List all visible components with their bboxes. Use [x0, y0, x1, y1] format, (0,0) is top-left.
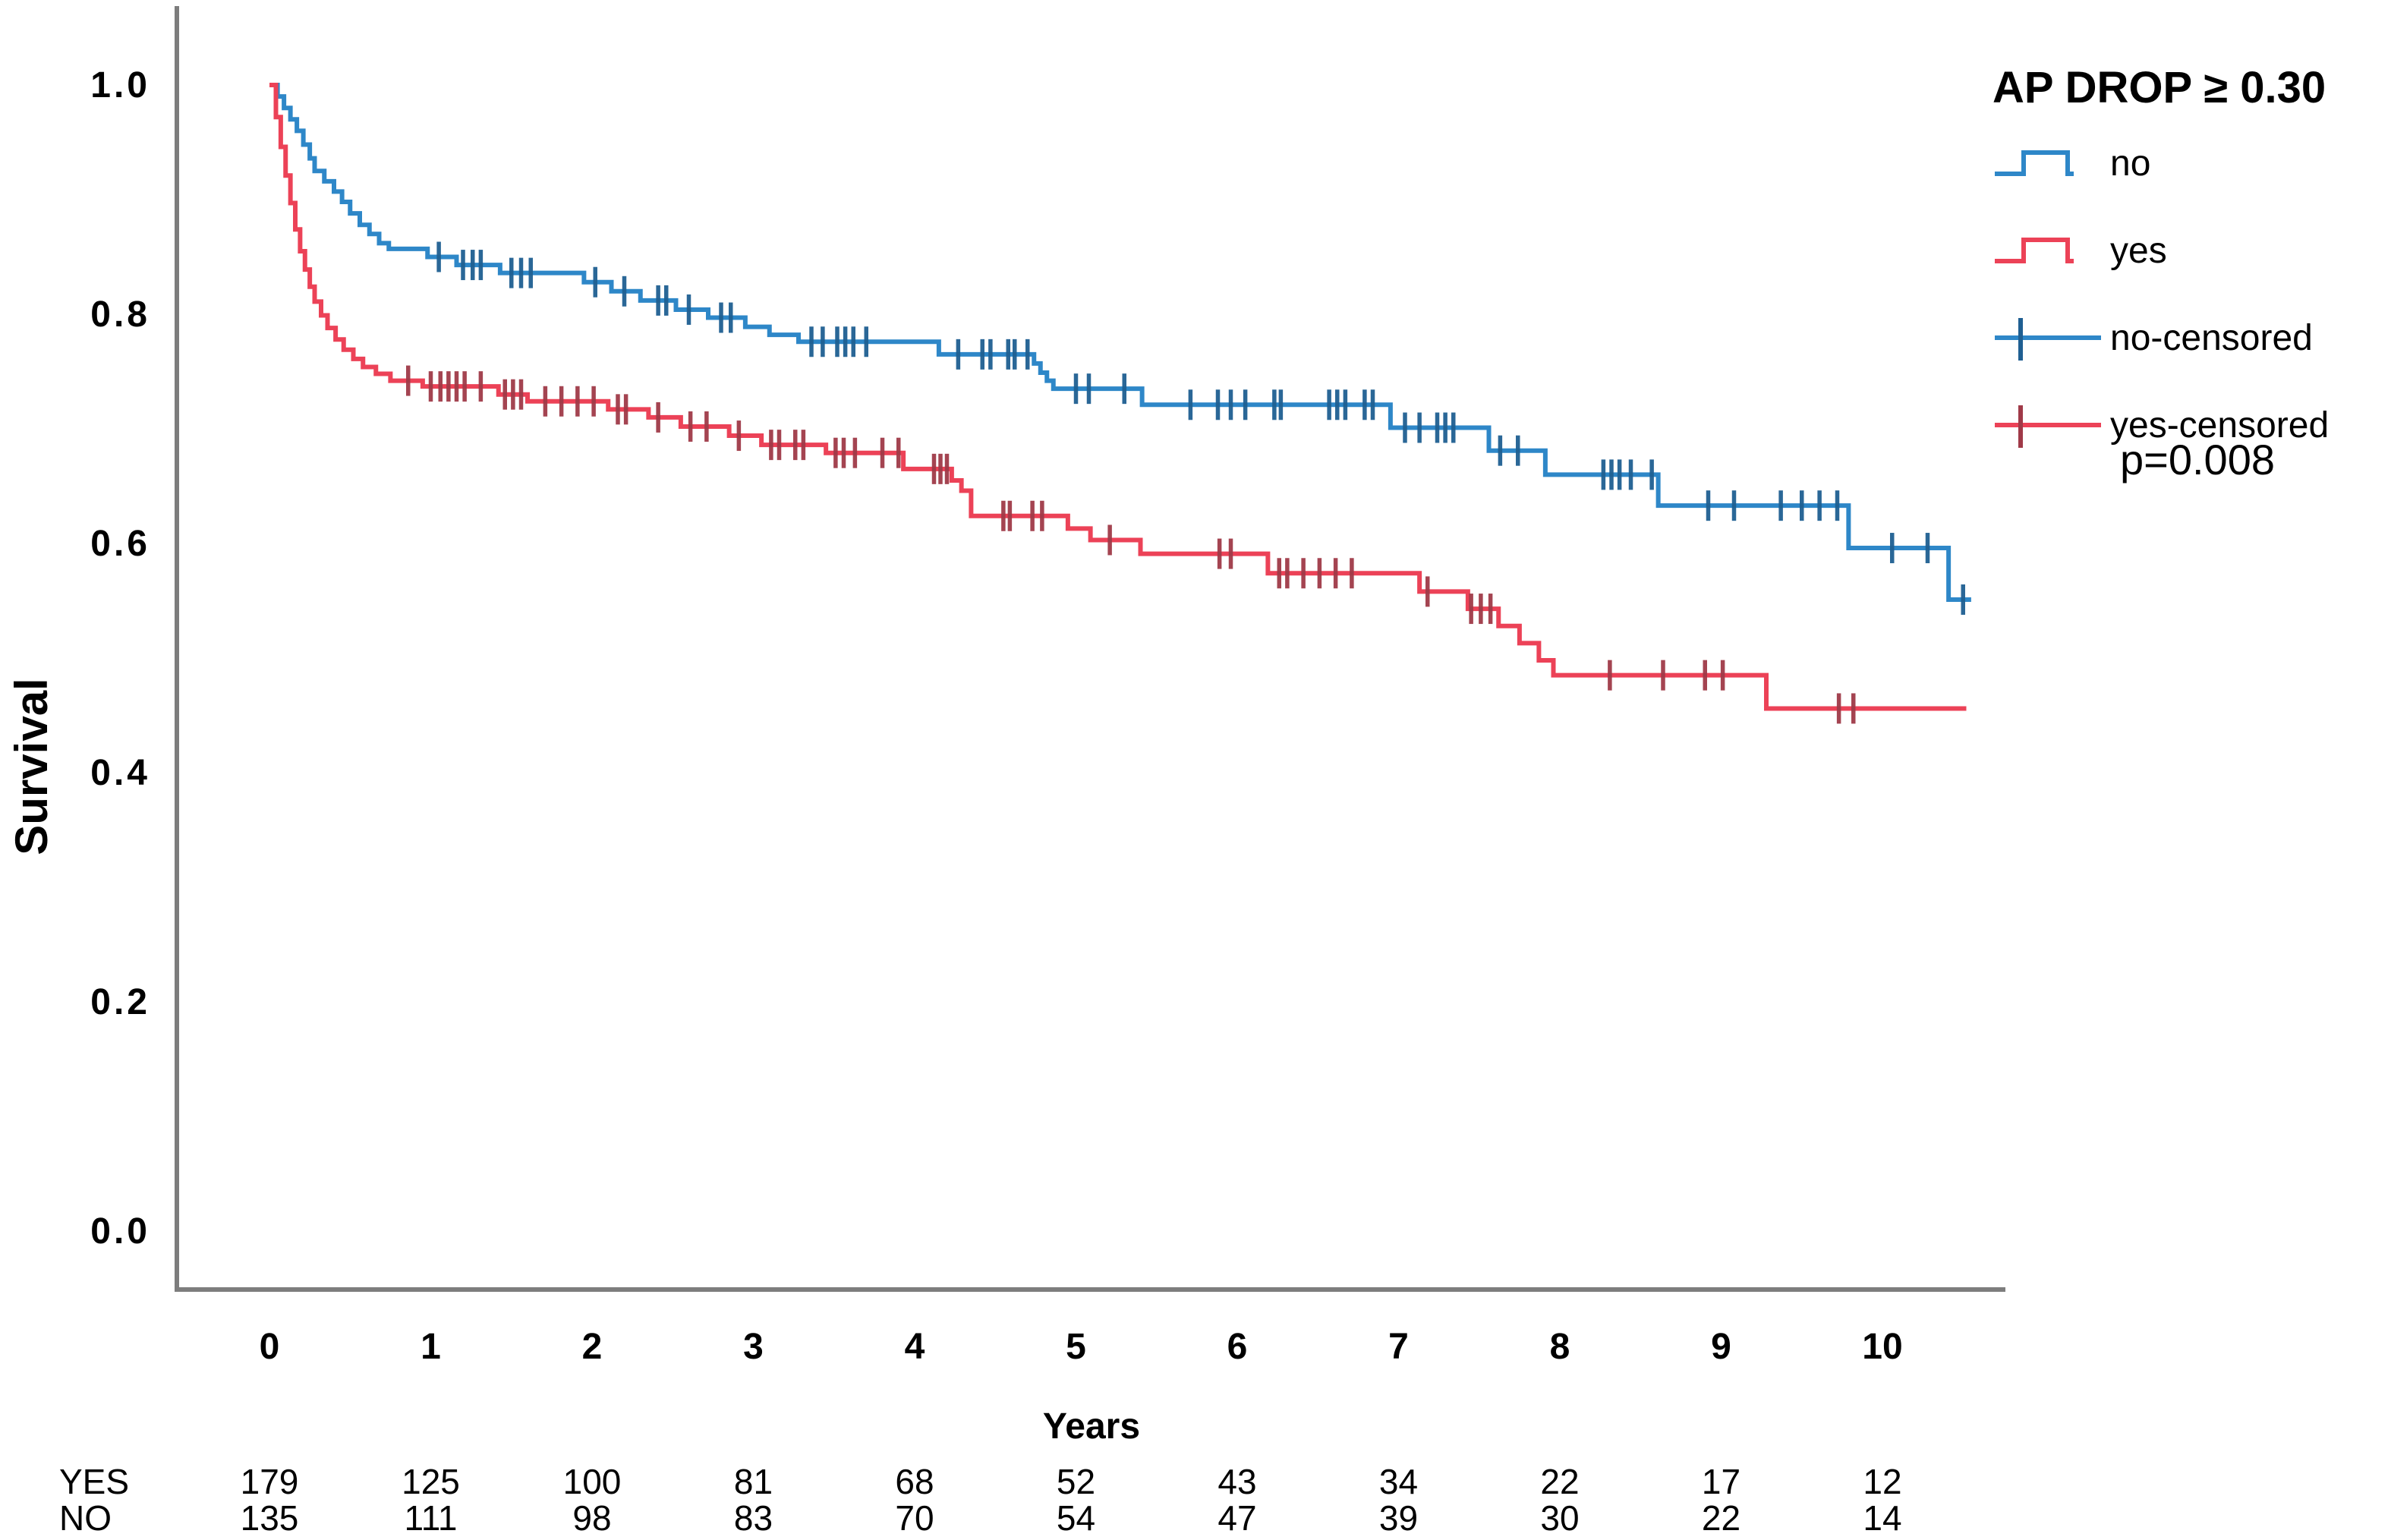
at-risk-value: 14: [1863, 1498, 1901, 1538]
km-curve-yes: [269, 83, 1967, 711]
at-risk-value: 83: [734, 1498, 773, 1538]
legend-title: AP DROP ≥ 0.30: [1992, 63, 2326, 112]
y-tick-label: 0.8: [90, 294, 150, 335]
x-tick-label: 10: [1862, 1327, 1902, 1367]
y-tick-labels: 0.0 0.2 0.4 0.6 0.8 1.0: [90, 65, 150, 1252]
x-tick-label: 9: [1711, 1327, 1731, 1367]
x-tick-label: 3: [743, 1327, 764, 1367]
x-tick-label: 5: [1066, 1327, 1086, 1367]
legend-sample-yes: [1995, 238, 2074, 263]
at-risk-value: 43: [1218, 1462, 1256, 1501]
at-risk-value: 52: [1057, 1462, 1095, 1501]
at-risk-value: 39: [1379, 1498, 1418, 1538]
y-tick-label: 0.6: [90, 524, 150, 564]
km-curve-no: [269, 83, 1971, 602]
p-value-annotation: p=0.008: [2120, 436, 2275, 483]
at-risk-value: 100: [563, 1462, 622, 1501]
km-curves: [269, 83, 1971, 724]
at-risk-value: 22: [1540, 1462, 1579, 1501]
x-tick-label: 4: [905, 1327, 925, 1367]
at-risk-value: 12: [1863, 1462, 1901, 1501]
at-risk-value: 98: [572, 1498, 611, 1538]
legend-label-no: no: [2110, 143, 2150, 184]
at-risk-value: 54: [1057, 1498, 1095, 1538]
legend-label-no-censored: no-censored: [2110, 318, 2313, 358]
x-tick-label: 1: [421, 1327, 441, 1367]
legend-sample-no: [1995, 150, 2074, 176]
y-tick-label: 1.0: [90, 65, 150, 106]
y-tick-label: 0.4: [90, 753, 150, 793]
censor-marks-no: [436, 241, 1965, 615]
at-risk-value: 34: [1379, 1462, 1418, 1501]
at-risk-value: 125: [402, 1462, 460, 1501]
legend-entry-yes-censored: yes-censored: [1995, 405, 2329, 448]
at-risk-value: 179: [241, 1462, 299, 1501]
legend-entry-yes: yes: [1995, 231, 2167, 271]
at-risk-row-label: NO: [59, 1498, 112, 1538]
x-tick-label: 6: [1227, 1327, 1248, 1367]
x-tick-labels: 0 1 2 3 4 5 6 7 8 9 10: [260, 1327, 1903, 1367]
legend-entry-no: no: [1995, 143, 2150, 184]
censor-marks-yes: [406, 365, 1856, 724]
at-risk-row-yes: YES 179 125 100 81 68 52 43 34 22 17 12: [59, 1462, 1902, 1501]
legend-entry-no-censored: no-censored: [1995, 318, 2313, 361]
at-risk-value: 17: [1702, 1462, 1740, 1501]
y-tick-label: 0.0: [90, 1211, 150, 1252]
at-risk-value: 47: [1218, 1498, 1256, 1538]
at-risk-row-no: NO 135 111 98 83 70 54 47 39 30 22 14: [59, 1498, 1902, 1538]
at-risk-value: 68: [895, 1462, 934, 1501]
legend-label-yes: yes: [2110, 231, 2167, 271]
y-tick-label: 0.2: [90, 982, 150, 1022]
x-axis-title: Years: [1043, 1406, 1140, 1447]
at-risk-value: 22: [1702, 1498, 1740, 1538]
x-tick-label: 2: [582, 1327, 603, 1367]
legend: no yes no-censored yes-censored: [1995, 143, 2329, 448]
at-risk-value: 135: [241, 1498, 299, 1538]
at-risk-row-label: YES: [59, 1462, 129, 1501]
x-tick-label: 0: [260, 1327, 280, 1367]
x-tick-label: 7: [1388, 1327, 1409, 1367]
legend-label-yes-censored: yes-censored: [2110, 405, 2329, 446]
at-risk-value: 70: [895, 1498, 934, 1538]
y-axis-title: Survival: [6, 678, 57, 855]
at-risk-value: 81: [734, 1462, 773, 1501]
x-tick-label: 8: [1550, 1327, 1570, 1367]
at-risk-value: 30: [1540, 1498, 1579, 1538]
at-risk-value: 111: [405, 1498, 458, 1538]
